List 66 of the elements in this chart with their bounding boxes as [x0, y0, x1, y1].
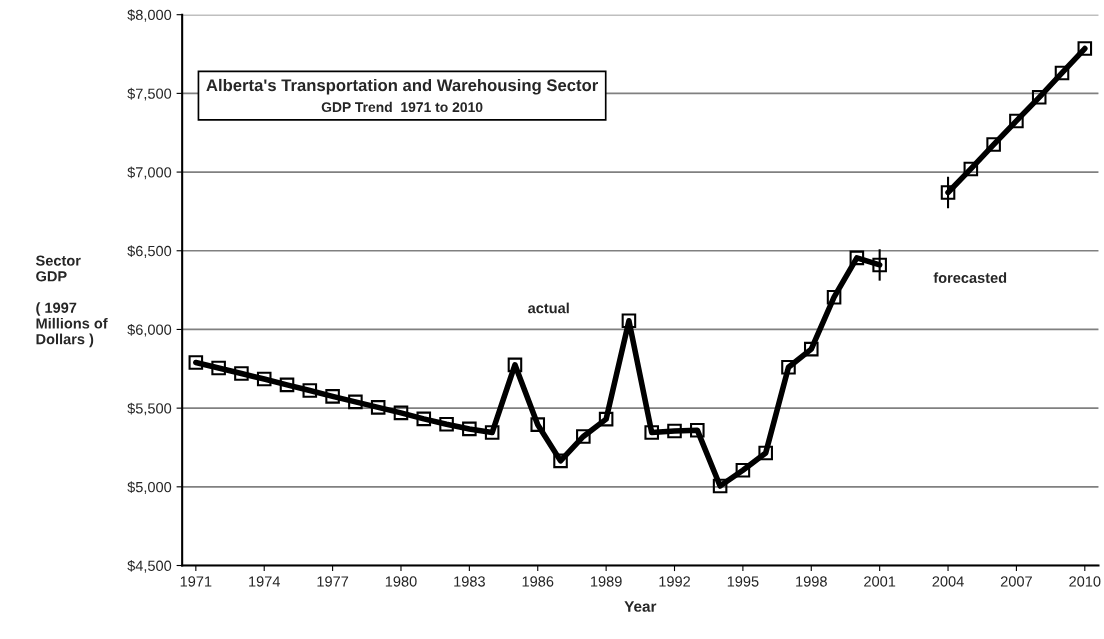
point: [1054, 65, 1070, 81]
point: [1009, 113, 1024, 129]
point: [256, 371, 272, 387]
point: [439, 416, 454, 432]
text: Alberta's Transportation and Warehousing Sector: [206, 78, 598, 95]
point: [416, 411, 432, 427]
point: [1031, 90, 1047, 105]
point: [188, 355, 204, 370]
x-tick-label: 1992: [659, 576, 690, 587]
point: [325, 389, 340, 404]
point: [803, 341, 819, 357]
point: [735, 463, 751, 478]
point: [553, 453, 568, 469]
x-axis-title: Year: [624, 601, 657, 612]
y-tick-label: $4,500: [127, 560, 172, 573]
point: [462, 421, 477, 437]
x-tick-label: 1995: [727, 576, 759, 587]
point: [849, 250, 865, 266]
point: [507, 357, 523, 373]
point: [211, 360, 226, 376]
point: [302, 383, 318, 398]
point: [621, 313, 637, 329]
point: [644, 425, 660, 440]
annotation: actual: [528, 302, 569, 314]
y-tick-label: $7,000: [127, 166, 172, 180]
annotation: forecasted: [933, 272, 1007, 283]
point: [963, 161, 979, 177]
point: [940, 185, 956, 200]
point: [393, 405, 409, 421]
text: Sector GDP ( 1997 Millions of Dollars ): [35, 255, 108, 348]
point: [781, 359, 796, 375]
point: [1077, 41, 1093, 56]
point: [348, 394, 363, 410]
y-tick-label: $8,000: [127, 9, 172, 22]
x-tick-label: 2007: [1000, 576, 1032, 587]
point: [690, 422, 705, 438]
point: [598, 411, 614, 427]
point: [872, 257, 887, 273]
x-tick-label: 1980: [385, 576, 417, 587]
x-tick-label: 1989: [591, 576, 622, 587]
point: [986, 137, 1001, 152]
point: [234, 366, 249, 381]
point: [826, 289, 842, 305]
x-tick-label: 1998: [796, 576, 827, 587]
y-tick-label: $5,500: [127, 402, 172, 416]
y-tick-label: $6,500: [127, 245, 172, 258]
y-tick-label: $5,000: [127, 481, 172, 494]
x-tick-label: 2001: [864, 576, 896, 587]
point: [576, 429, 591, 444]
x-tick-label: 1977: [317, 576, 349, 587]
point: [279, 377, 295, 393]
x-tick-label: 2010: [1069, 576, 1101, 587]
y-tick-label: $7,500: [127, 87, 172, 101]
point: [484, 425, 500, 440]
x-tick-label: 1971: [180, 576, 212, 587]
point: [667, 423, 682, 439]
point: [530, 417, 546, 432]
point: [370, 400, 386, 415]
point: [758, 445, 773, 461]
point: [712, 478, 728, 494]
x-tick-label: 1974: [249, 576, 281, 587]
x-tick-label: 1986: [522, 576, 554, 587]
x-tick-label: 2004: [932, 576, 964, 587]
y-tick-label: $6,000: [127, 323, 172, 337]
text: GDP Trend 1971 to 2010: [321, 101, 483, 113]
x-tick-label: 1983: [454, 576, 485, 587]
